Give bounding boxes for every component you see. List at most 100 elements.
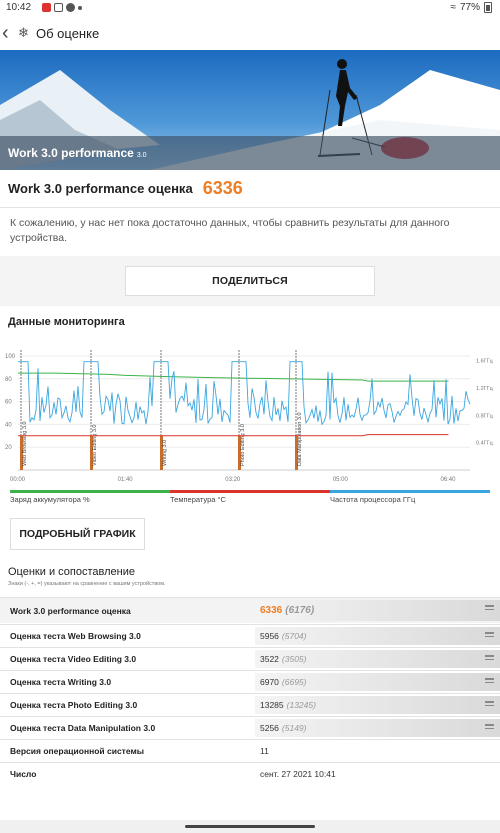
hero-version: 3.0 [136, 152, 147, 159]
score-row-value: 6970 (6695) [260, 677, 307, 687]
hamburger-icon[interactable] [485, 678, 494, 685]
test-marker-bar [295, 435, 298, 470]
x-tick-label: 06:40 [440, 477, 456, 483]
y-tick-label: 40 [5, 422, 12, 428]
score-row-avg: (13245) [286, 700, 316, 710]
test-marker-label: Data Manipulation 3.0 [297, 412, 303, 466]
y-right-tick-label: 0.4ГГц [476, 441, 494, 447]
test-marker-label: Web Browsing 3.0 [22, 421, 28, 466]
score-row-avg: (3505) [281, 654, 307, 664]
legend-temperature: Температура °C [170, 490, 330, 504]
scores-section: Оценки и сопоставление Знаки (-, +, =) у… [0, 550, 500, 820]
score-row-value: сент. 27 2021 10:41 [260, 769, 336, 779]
legend-cpu-label: Частота процессора ГГц [330, 495, 416, 504]
score-row-avg: (6695) [281, 677, 307, 687]
hero-banner: Work 3.0 performance 3.0 [0, 50, 500, 170]
monitoring-chart: 20 40 60 80 100 0.4ГГц 0.8ГГц 1.2ГГц 1.6ГГц 00:00… [5, 350, 494, 483]
test-marker-bar [160, 435, 163, 470]
x-tick-label: 00:00 [10, 477, 26, 483]
wifi-icon: ≈ [450, 2, 456, 13]
legend-cpu-swatch [330, 490, 490, 493]
legend-battery-label: Заряд аккумулятора % [10, 495, 90, 504]
legend-cpu: Частота процессора ГГц [330, 490, 490, 504]
app-bar: ‹ ❄ Об оценке [0, 16, 500, 50]
hamburger-icon[interactable] [485, 701, 494, 708]
x-tick-label: 05:00 [333, 477, 349, 483]
battery-icon [484, 2, 492, 13]
score-row-value: 5956 (5704) [260, 631, 307, 641]
comparison-note: К сожалению, у нас нет пока достаточно д… [0, 208, 500, 256]
y-tick-label: 80 [5, 377, 12, 383]
settings-notification-icon [66, 3, 75, 12]
score-row-video-editing[interactable]: Оценка теста Video Editing 3.0 3522 (3505… [0, 647, 500, 670]
status-bar: 10:42 ≈ 77% [0, 0, 500, 16]
share-button[interactable]: ПОДЕЛИТЬСЯ [125, 266, 375, 296]
monitoring-title: Данные мониторинга [8, 316, 125, 328]
test-marker-label: Photo Editing 3.0 [240, 424, 246, 466]
share-area: ПОДЕЛИТЬСЯ [0, 256, 500, 306]
hamburger-icon[interactable] [485, 724, 494, 731]
score-row-value: 5256 (5149) [260, 723, 307, 733]
dot-notification-icon [78, 6, 82, 10]
score-row-data-manipulation[interactable]: Оценка теста Data Manipulation 3.0 5256(… [0, 716, 500, 739]
score-row-avg: (6176) [285, 605, 315, 616]
hero-title: Work 3.0 performance 3.0 [8, 146, 147, 160]
photo-notification-icon [54, 3, 63, 12]
score-row-label: Оценка теста Video Editing 3.0 [10, 654, 137, 664]
test-marker-bar [90, 435, 93, 470]
hamburger-icon[interactable] [485, 632, 494, 639]
score-row-photo-editing[interactable]: Оценка теста Photo Editing 3.0 13285 (132… [0, 693, 500, 716]
y-right-tick-label: 1.2ГГц [476, 386, 494, 392]
notification-icons [42, 3, 82, 12]
legend-temperature-label: Температура °C [170, 495, 226, 504]
test-marker-bar [238, 435, 241, 470]
score-row-value: 13285 (13245) [260, 700, 316, 710]
home-gesture-bar[interactable] [185, 825, 315, 828]
score-label: Work 3.0 performance оценка [8, 181, 193, 196]
score-value: 6336 [202, 178, 243, 198]
score-row-web-browsing[interactable]: Оценка теста Web Browsing 3.0 5956 (5704) [0, 624, 500, 647]
y-tick-label: 100 [5, 354, 16, 360]
score-row-avg: (5149) [281, 723, 307, 733]
score-row-date: Число сент. 27 2021 10:41 [0, 762, 500, 785]
snowflake-icon: ❄ [18, 25, 29, 40]
score-row-avg: (5704) [281, 631, 307, 641]
navigation-bar [0, 820, 500, 833]
scores-subtitle: Знаки (-, +, =) указывают на сравнение с… [8, 581, 166, 587]
score-row-label: Оценка теста Photo Editing 3.0 [10, 700, 138, 710]
score-row-value: 6336 (6176) [260, 605, 315, 616]
legend-battery: Заряд аккумулятора % [10, 490, 170, 504]
chevron-left-icon[interactable]: ‹ [2, 22, 9, 44]
temperature-line [18, 434, 449, 437]
status-time: 10:42 [6, 2, 32, 13]
score-row-label: Число [10, 769, 37, 779]
score-row-label: Work 3.0 performance оценка [10, 605, 131, 616]
x-tick-label: 03:20 [225, 477, 241, 483]
score-row-label: Оценка теста Web Browsing 3.0 [10, 631, 141, 641]
battery-percent: 77% [459, 2, 480, 13]
hamburger-icon[interactable] [485, 605, 494, 612]
page-title: Об оценке [36, 25, 100, 41]
score-row-os-version: Версия операционной системы 11 [0, 739, 500, 762]
legend-battery-swatch [10, 490, 170, 493]
y-tick-label: 60 [5, 400, 12, 406]
y-right-tick-label: 1.6ГГц [476, 359, 494, 365]
score-row-label: Оценка теста Writing 3.0 [10, 677, 112, 687]
score-row-overall[interactable]: Work 3.0 performance оценка 6336 (6176) [0, 597, 500, 623]
score-row-value: 11 [260, 746, 269, 756]
y-tick-label: 20 [5, 445, 12, 451]
score-row-value: 3522 (3505) [260, 654, 307, 664]
legend-temperature-swatch [170, 490, 330, 493]
cpu-frequency-line [18, 361, 471, 426]
test-marker-label: Video Editing 3.0 [92, 425, 98, 467]
hamburger-icon[interactable] [485, 655, 494, 662]
detail-chart-button[interactable]: ПОДРОБНЫЙ ГРАФИК [10, 518, 145, 550]
score-row-label: Оценка теста Data Manipulation 3.0 [10, 723, 156, 733]
score-row-writing[interactable]: Оценка теста Writing 3.0 6970 (6695) [0, 670, 500, 693]
x-tick-label: 01:40 [118, 477, 134, 483]
scores-title: Оценки и сопоставление [8, 566, 135, 578]
test-marker-label: Writing 3.0 [162, 440, 168, 466]
test-marker-bar [20, 435, 23, 470]
score-row-label: Версия операционной системы [10, 746, 144, 756]
app-notification-icon [42, 3, 51, 12]
